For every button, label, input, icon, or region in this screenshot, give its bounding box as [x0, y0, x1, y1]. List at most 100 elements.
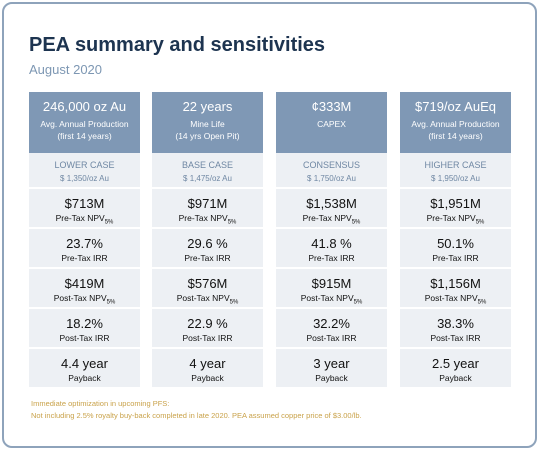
- metric-label: Payback: [152, 373, 263, 383]
- metric-label: Payback: [29, 373, 140, 383]
- metric-value: $1,538M: [306, 196, 357, 211]
- header-line: Mine Life: [190, 119, 225, 129]
- metric-label-text: Post-Tax NPV: [53, 293, 107, 303]
- metric-subscript: 5%: [475, 219, 485, 226]
- header-value: $719/oz AuEq: [415, 99, 496, 114]
- metric-subscript: 5%: [353, 299, 363, 306]
- metric-label: Pre-Tax IRR: [152, 253, 263, 263]
- metric-label-text: Post-Tax NPV: [176, 293, 230, 303]
- metric-subscript: 5%: [104, 219, 114, 226]
- metric-label: Post-Tax NPV5%: [400, 293, 511, 306]
- metric-label-text: Pre-Tax NPV: [178, 213, 228, 223]
- metric-value: $971M: [187, 196, 228, 211]
- case-price: $ 1,350/oz Au: [60, 174, 109, 183]
- metric-label-text: Pre-Tax NPV: [426, 213, 476, 223]
- metric-label-text: Post-Tax NPV: [424, 293, 478, 303]
- metric: $1,156M Post-Tax NPV5%: [400, 269, 511, 309]
- metric-value: $576M: [187, 276, 228, 291]
- metric-value: $1,951M: [430, 196, 481, 211]
- metric: $576M Post-Tax NPV5%: [152, 269, 263, 309]
- metric-label: Post-Tax IRR: [276, 333, 387, 343]
- metric-label: Pre-Tax NPV5%: [400, 213, 511, 226]
- metric: 4.4 year Payback: [29, 349, 140, 389]
- metric-subscript: 5%: [477, 299, 487, 306]
- metric-label: Post-Tax IRR: [29, 333, 140, 343]
- metric-label: Pre-Tax IRR: [29, 253, 140, 263]
- metric-label-text: Payback: [315, 373, 348, 383]
- footnotes: Immediate optimization in upcoming PFS: N…: [31, 398, 362, 422]
- metric-label-text: Pre-Tax NPV: [55, 213, 105, 223]
- metric: $1,538M Pre-Tax NPV5%: [276, 189, 387, 229]
- header-value: 246,000 oz Au: [42, 99, 127, 114]
- metric: 50.1% Pre-Tax IRR: [400, 229, 511, 269]
- case-name: BASE CASE: [181, 160, 234, 170]
- header-line: (first 14 years): [428, 131, 483, 141]
- metric: $1,951M Pre-Tax NPV5%: [400, 189, 511, 229]
- metric-label: Pre-Tax NPV5%: [152, 213, 263, 226]
- case-price: $ 1,750/oz Au: [307, 174, 356, 183]
- metric-label-text: Pre-Tax IRR: [432, 253, 479, 263]
- metric-label-text: Post-Tax IRR: [59, 333, 110, 343]
- metric: 38.3% Post-Tax IRR: [400, 309, 511, 349]
- metric-label: Post-Tax NPV5%: [276, 293, 387, 306]
- metric-label: Pre-Tax IRR: [276, 253, 387, 263]
- metric-label-text: Pre-Tax NPV: [302, 213, 352, 223]
- metric-label-text: Post-Tax NPV: [300, 293, 354, 303]
- metric-value: 2.5 year: [432, 356, 479, 371]
- header-line: CAPEX: [317, 119, 346, 129]
- metric-label-text: Pre-Tax IRR: [61, 253, 108, 263]
- metric-subscript: 5%: [229, 299, 239, 306]
- column-header: ¢333M CAPEX: [276, 92, 387, 153]
- metric-label-text: Pre-Tax IRR: [184, 253, 231, 263]
- metric: $419M Post-Tax NPV5%: [29, 269, 140, 309]
- metric-label-text: Post-Tax IRR: [430, 333, 481, 343]
- metric-value: 4 year: [189, 356, 226, 371]
- metric: 29.6 % Pre-Tax IRR: [152, 229, 263, 269]
- footnote: Not including 2.5% royalty buy-back comp…: [31, 411, 362, 420]
- metric-subscript: 5%: [227, 219, 237, 226]
- column-header: 22 years Mine Life (14 yrs Open Pit): [152, 92, 263, 153]
- metric-value: $915M: [311, 276, 352, 291]
- case-price: $ 1,475/oz Au: [183, 174, 232, 183]
- metric-subscript: 5%: [351, 219, 361, 226]
- case: HIGHER CASE $ 1,950/oz Au: [400, 153, 511, 189]
- metric: 32.2% Post-Tax IRR: [276, 309, 387, 349]
- metric: 4 year Payback: [152, 349, 263, 389]
- metric: $915M Post-Tax NPV5%: [276, 269, 387, 309]
- case-price: $ 1,950/oz Au: [431, 174, 480, 183]
- metric-value: 22.9 %: [187, 316, 228, 331]
- metric-value: $1,156M: [430, 276, 481, 291]
- metric: 3 year Payback: [276, 349, 387, 389]
- metric-value: $419M: [64, 276, 105, 291]
- metric-value: 38.3%: [437, 316, 474, 331]
- metric-value: 41.8 %: [311, 236, 352, 251]
- metric-value: 23.7%: [66, 236, 103, 251]
- metric-value: $713M: [64, 196, 105, 211]
- metric-value: 29.6 %: [187, 236, 228, 251]
- title: PEA summary and sensitivities: [29, 34, 326, 56]
- metric-label-text: Post-Tax IRR: [182, 333, 233, 343]
- column: $719/oz AuEq Avg. Annual Production (first…: [400, 92, 511, 387]
- metric-value: 18.2%: [66, 316, 103, 331]
- metric-value: 50.1%: [437, 236, 474, 251]
- metric-label: Post-Tax IRR: [152, 333, 263, 343]
- header-line: (first 14 years): [57, 131, 112, 141]
- column: ¢333M CAPEX CONSENSUS $ 1,750/oz Au $1,538M P…: [276, 92, 387, 387]
- header-value: ¢333M: [311, 99, 352, 114]
- metric: 22.9 % Post-Tax IRR: [152, 309, 263, 349]
- case-name: HIGHER CASE: [424, 160, 487, 170]
- column: 22 years Mine Life (14 yrs Open Pit) BASE C…: [152, 92, 263, 387]
- metric: 2.5 year Payback: [400, 349, 511, 389]
- footnote: Immediate optimization in upcoming PFS:: [31, 399, 170, 408]
- metric: $713M Pre-Tax NPV5%: [29, 189, 140, 229]
- metric-label: Post-Tax NPV5%: [29, 293, 140, 306]
- metric-label-text: Payback: [191, 373, 224, 383]
- case-name: LOWER CASE: [54, 160, 115, 170]
- header-line: Avg. Annual Production: [40, 119, 129, 129]
- header-value: 22 years: [182, 99, 233, 114]
- metric: $971M Pre-Tax NPV5%: [152, 189, 263, 229]
- metric: 41.8 % Pre-Tax IRR: [276, 229, 387, 269]
- metric-label: Payback: [400, 373, 511, 383]
- metric-label-text: Payback: [68, 373, 101, 383]
